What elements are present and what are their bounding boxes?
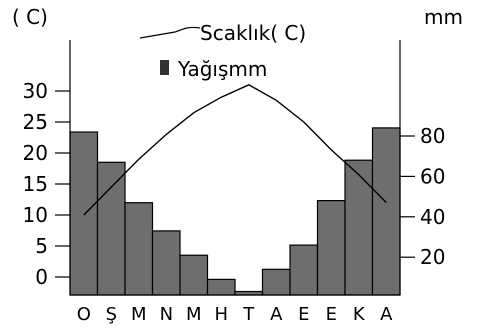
legend-temperature-label: Scaklık( C): [200, 21, 306, 45]
precipitation-bar-5: [179, 254, 209, 296]
right-tick-label-80: 80: [420, 124, 445, 148]
precipitation-bar-2: [96, 161, 126, 296]
left-tick-label-0: 0: [35, 265, 48, 289]
right-axis-unit-label: mm: [424, 5, 463, 29]
right-tick-label-60: 60: [420, 164, 445, 188]
right-tick-label-20: 20: [420, 245, 445, 269]
temperature-series: [83, 84, 387, 216]
category-label-5: M: [186, 304, 202, 325]
right-tick-label-40: 40: [420, 205, 445, 229]
legend-precipitation-label: Yağışmm: [177, 57, 267, 81]
precipitation-bar-3: [124, 202, 154, 296]
category-label-1: O: [77, 304, 91, 325]
precipitation-bar-6: [206, 278, 236, 296]
left-tick-label-10: 10: [23, 203, 48, 227]
category-label-10: E: [326, 304, 337, 325]
category-label-12: A: [380, 304, 393, 325]
precipitation-bar-9: [289, 244, 319, 296]
category-label-2: Ş: [106, 304, 117, 325]
category-label-8: A: [270, 304, 283, 325]
precipitation-bar-4: [151, 230, 181, 296]
left-tick-label-5: 5: [35, 234, 48, 258]
category-label-6: H: [215, 304, 229, 325]
precipitation-bar-1: [69, 131, 99, 296]
chart-axes: [55, 40, 415, 296]
category-label-9: E: [298, 304, 309, 325]
left-axis-unit-label: ( C): [12, 5, 48, 29]
precipitation-bar-11: [344, 159, 374, 296]
category-label-11: K: [353, 304, 366, 325]
precipitation-bars: [69, 127, 401, 296]
temperature-line: [83, 84, 387, 216]
precipitation-bar-12: [371, 127, 401, 296]
left-tick-label-25: 25: [23, 110, 48, 134]
category-label-4: N: [160, 304, 173, 325]
legend-temperature-swatch: [139, 26, 201, 39]
precipitation-bar-8: [261, 268, 291, 296]
left-tick-label-20: 20: [23, 141, 48, 165]
chart-legend: Scaklık( C) Yağışmm: [139, 21, 306, 81]
precipitation-bar-10: [316, 200, 346, 296]
left-tick-label-15: 15: [23, 172, 48, 196]
category-label-7: T: [242, 304, 255, 325]
legend-precipitation-swatch: [160, 60, 169, 75]
left-tick-label-30: 30: [23, 79, 48, 103]
category-label-3: M: [131, 304, 147, 325]
